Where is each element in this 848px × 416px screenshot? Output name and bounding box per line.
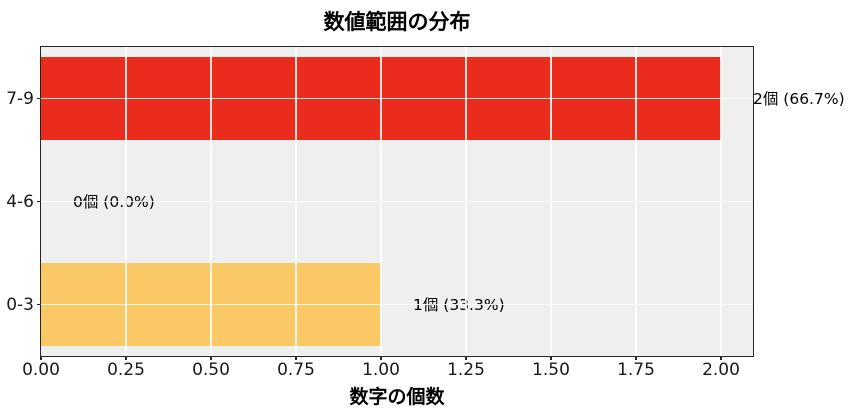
x-tick-label: 0.50 [192, 360, 230, 380]
x-tick-label: 1.75 [617, 360, 655, 380]
x-tick-label: 1.00 [362, 360, 400, 380]
y-tick-mark [37, 97, 41, 100]
x-tick-label: 0.25 [107, 360, 145, 380]
gridline-horizontal [41, 97, 753, 100]
x-tick-mark [210, 356, 212, 360]
x-tick-label: 1.25 [447, 360, 485, 380]
gridline-horizontal [41, 200, 753, 203]
x-tick-mark [465, 356, 467, 360]
x-axis-label: 数字の個数 [349, 386, 445, 408]
x-tick-mark [40, 356, 42, 360]
gridline-horizontal [41, 303, 753, 306]
x-tick-mark [125, 356, 127, 360]
bar-value-label: 2個 (66.7%) [753, 89, 845, 108]
x-tick-mark [295, 356, 297, 360]
chart-title: 数値範囲の分布 [323, 10, 471, 34]
x-tick-label: 2.00 [702, 360, 740, 380]
y-tick-mark [37, 303, 41, 306]
y-tick-label: 4-6 [6, 191, 34, 212]
x-tick-label: 1.50 [532, 360, 570, 380]
y-tick-mark [37, 200, 41, 203]
plot-area [41, 47, 753, 356]
y-tick-label: 0-3 [6, 294, 34, 315]
x-tick-mark [550, 356, 552, 360]
x-tick-label: 0.75 [277, 360, 315, 380]
x-tick-mark [380, 356, 382, 360]
x-tick-label: 0.00 [22, 360, 60, 380]
x-tick-mark [720, 356, 722, 360]
y-tick-label: 7-9 [6, 88, 34, 109]
x-tick-mark [635, 356, 637, 360]
